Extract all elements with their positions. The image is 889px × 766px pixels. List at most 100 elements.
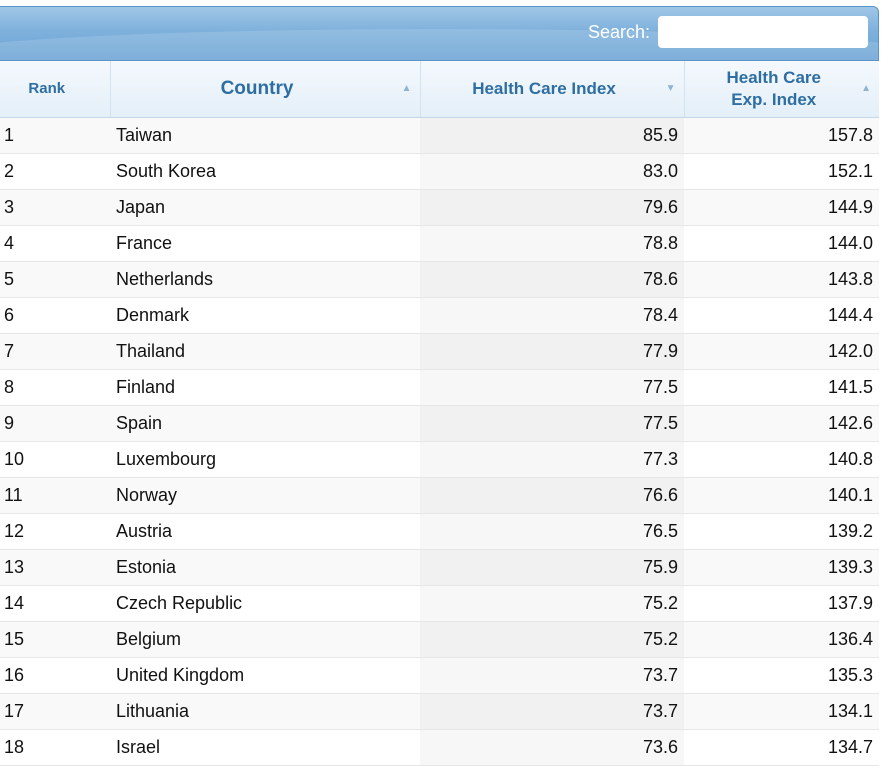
cell-country: Netherlands	[110, 261, 420, 298]
cell-health-care-index: 76.6	[420, 477, 684, 514]
cell-country: Norway	[110, 477, 420, 514]
sort-up-icon: ▲	[861, 83, 871, 94]
cell-health-care-exp-index: 141.5	[684, 369, 879, 406]
table-row: 3 Japan 79.6 144.9	[0, 189, 879, 226]
cell-rank: 8	[0, 369, 110, 406]
cell-country: United Kingdom	[110, 657, 420, 694]
cell-rank: 17	[0, 693, 110, 730]
cell-rank: 12	[0, 513, 110, 550]
cell-country: France	[110, 225, 420, 262]
cell-health-care-index: 73.7	[420, 657, 684, 694]
cell-rank: 14	[0, 585, 110, 622]
table-row: 9 Spain 77.5 142.6	[0, 405, 879, 442]
cell-health-care-index: 78.4	[420, 297, 684, 334]
column-header-rank[interactable]: Rank	[0, 61, 111, 118]
cell-health-care-index: 77.5	[420, 405, 684, 442]
cell-health-care-index: 79.6	[420, 189, 684, 226]
cell-country: Denmark	[110, 297, 420, 334]
cell-rank: 7	[0, 333, 110, 370]
cell-country: Lithuania	[110, 693, 420, 730]
cell-country: Finland	[110, 369, 420, 406]
search-label: Search:	[587, 22, 650, 42]
cell-health-care-exp-index: 139.2	[684, 513, 879, 550]
cell-health-care-index: 85.9	[420, 117, 684, 154]
cell-health-care-index: 73.6	[420, 729, 684, 766]
cell-health-care-exp-index: 142.0	[684, 333, 879, 370]
cell-health-care-exp-index: 142.6	[684, 405, 879, 442]
cell-country: Spain	[110, 405, 420, 442]
cell-health-care-index: 73.7	[420, 693, 684, 730]
column-header-country[interactable]: Country ▲	[110, 61, 421, 118]
cell-rank: 5	[0, 261, 110, 298]
cell-country: South Korea	[110, 153, 420, 190]
cell-country: Taiwan	[110, 117, 420, 154]
cell-health-care-exp-index: 134.1	[684, 693, 879, 730]
cell-country: Israel	[110, 729, 420, 766]
cell-rank: 15	[0, 621, 110, 658]
table-row: 8 Finland 77.5 141.5	[0, 369, 879, 406]
cell-health-care-index: 75.2	[420, 585, 684, 622]
cell-country: Czech Republic	[110, 585, 420, 622]
table-row: 4 France 78.8 144.0	[0, 225, 879, 262]
cell-rank: 10	[0, 441, 110, 478]
sort-down-icon: ▼	[665, 83, 676, 94]
cell-country: Luxembourg	[110, 441, 420, 478]
column-header-label: Exp. Index	[731, 90, 817, 109]
cell-health-care-exp-index: 140.1	[684, 477, 879, 514]
cell-rank: 11	[0, 477, 110, 514]
cell-rank: 18	[0, 729, 110, 766]
cell-health-care-exp-index: 157.8	[684, 117, 879, 154]
table-row: 16 United Kingdom 73.7 135.3	[0, 657, 879, 694]
table-row: 2 South Korea 83.0 152.1	[0, 153, 879, 190]
cell-health-care-index: 83.0	[420, 153, 684, 190]
cell-health-care-index: 75.9	[420, 549, 684, 586]
table-row: 10 Luxembourg 77.3 140.8	[0, 441, 879, 478]
cell-health-care-index: 78.6	[420, 261, 684, 298]
cell-country: Japan	[110, 189, 420, 226]
sort-up-icon: ▲	[401, 83, 412, 94]
cell-health-care-exp-index: 139.3	[684, 549, 879, 586]
column-header-health-care-exp-index[interactable]: Health Care Exp. Index ▲	[684, 61, 879, 118]
ranking-table: Rank Country ▲ Health Care Index ▼ Healt…	[0, 61, 879, 766]
cell-health-care-exp-index: 135.3	[684, 657, 879, 694]
cell-rank: 3	[0, 189, 110, 226]
table-row: 1 Taiwan 85.9 157.8	[0, 117, 879, 154]
table-row: 5 Netherlands 78.6 143.8	[0, 261, 879, 298]
cell-country: Belgium	[110, 621, 420, 658]
cell-health-care-index: 76.5	[420, 513, 684, 550]
cell-health-care-exp-index: 134.7	[684, 729, 879, 766]
cell-health-care-exp-index: 137.9	[684, 585, 879, 622]
table-row: 6 Denmark 78.4 144.4	[0, 297, 879, 334]
cell-health-care-exp-index: 143.8	[684, 261, 879, 298]
column-header-label: Rank	[28, 80, 66, 97]
cell-rank: 16	[0, 657, 110, 694]
table-row: 12 Austria 76.5 139.2	[0, 513, 879, 550]
cell-health-care-exp-index: 144.4	[684, 297, 879, 334]
search-input[interactable]	[658, 16, 868, 48]
cell-rank: 13	[0, 549, 110, 586]
cell-health-care-exp-index: 136.4	[684, 621, 879, 658]
table-row: 15 Belgium 75.2 136.4	[0, 621, 879, 658]
table-row: 11 Norway 76.6 140.1	[0, 477, 879, 514]
cell-health-care-index: 77.5	[420, 369, 684, 406]
column-header-health-care-index[interactable]: Health Care Index ▼	[420, 61, 685, 118]
table-toolbar: Search:	[0, 6, 879, 61]
table-row: 17 Lithuania 73.7 134.1	[0, 693, 879, 730]
column-header-label: Health Care	[726, 68, 821, 87]
health-care-table-widget: Search: Rank Country ▲ Health Care Index…	[0, 6, 879, 766]
cell-health-care-exp-index: 144.0	[684, 225, 879, 262]
table-row: 13 Estonia 75.9 139.3	[0, 549, 879, 586]
column-header-label: Health Care Index	[472, 79, 616, 98]
cell-rank: 4	[0, 225, 110, 262]
table-row: 7 Thailand 77.9 142.0	[0, 333, 879, 370]
cell-health-care-exp-index: 140.8	[684, 441, 879, 478]
table-body: 1 Taiwan 85.9 157.8 2 South Korea 83.0 152.1 3 Ja…	[0, 117, 879, 766]
cell-country: Austria	[110, 513, 420, 550]
cell-health-care-index: 75.2	[420, 621, 684, 658]
table-row: 18 Israel 73.6 134.7	[0, 729, 879, 766]
cell-health-care-index: 77.9	[420, 333, 684, 370]
table-row: 14 Czech Republic 75.2 137.9	[0, 585, 879, 622]
cell-rank: 6	[0, 297, 110, 334]
cell-rank: 2	[0, 153, 110, 190]
cell-country: Estonia	[110, 549, 420, 586]
